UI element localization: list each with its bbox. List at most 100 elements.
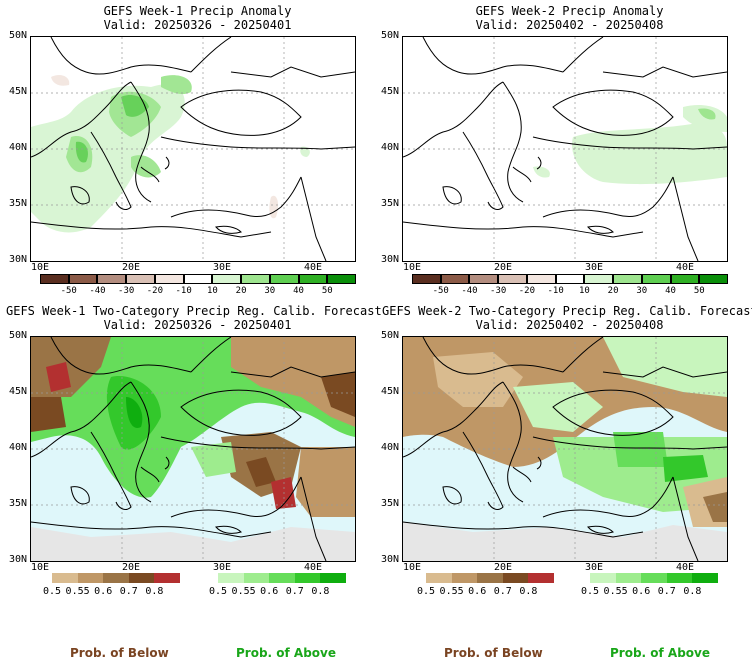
colorbar-swatch	[126, 274, 155, 284]
lat-label: 30N	[380, 254, 399, 265]
coastlines-borders	[31, 37, 355, 261]
colorbar-swatch	[426, 573, 452, 583]
colorbar-tick-label: 40	[293, 286, 304, 296]
colorbar-swatch	[128, 573, 155, 583]
lon-label: 20E	[121, 562, 141, 573]
colorbar-swatch	[412, 274, 441, 284]
colorbar-tick-label: 40	[665, 286, 676, 296]
colorbar-swatch	[40, 274, 69, 284]
lat-label: 35N	[380, 498, 399, 509]
lon-label: 10E	[30, 262, 50, 273]
lon-label: 20E	[493, 262, 513, 273]
colorbar-swatch	[243, 573, 270, 583]
colorbar-swatch	[320, 573, 346, 583]
map-week2-anomaly	[402, 36, 728, 262]
colorbar-tick-label: 0.7	[657, 586, 676, 597]
lat-label: 30N	[8, 554, 27, 565]
colorbar-swatch	[699, 274, 728, 284]
colorbar-tick-label: 0.8	[683, 586, 702, 597]
colorbar-tick-label: 30	[636, 286, 648, 296]
lon-label: 40E	[303, 262, 323, 273]
map-week1-anomaly	[30, 36, 356, 262]
colorbar-tick-label: 50	[693, 286, 705, 296]
lon-label: 20E	[121, 262, 141, 273]
colorbar-tick-label: -10	[175, 286, 192, 296]
colorbar-swatch	[555, 274, 585, 284]
colorbar-tick-label: 0.55	[603, 586, 628, 597]
colorbar-swatch	[97, 274, 127, 284]
panel4-title: GEFS Week-2 Two-Category Precip Reg. Cal…	[382, 304, 752, 318]
coastlines-borders	[403, 337, 727, 561]
graticule	[31, 337, 355, 561]
colorbar-tick-label: 0.8	[519, 586, 538, 597]
colorbar-tick-label: -40	[89, 286, 106, 296]
colorbar-swatch	[641, 274, 671, 284]
colorbar-tick-label: 0.8	[311, 586, 330, 597]
colorbar-swatch	[298, 274, 328, 284]
colorbar-swatch	[451, 573, 478, 583]
lat-label: 50N	[380, 30, 399, 41]
colorbar-tick-label: 20	[235, 286, 247, 296]
colorbar-swatch	[692, 573, 718, 583]
colorbar-swatch	[584, 274, 614, 284]
colorbar-tick-label: 0.55	[231, 586, 256, 597]
colorbar-swatch	[77, 573, 104, 583]
colorbar-tick-label: 0.6	[260, 586, 279, 597]
colorbar-swatch	[52, 573, 78, 583]
lon-label: 10E	[30, 562, 50, 573]
coastlines-borders	[31, 337, 355, 561]
prob-above-colorbar-week1	[218, 573, 346, 583]
lon-label: 30E	[212, 562, 232, 573]
colorbar-tick-label: 0.5	[42, 586, 62, 597]
colorbar-tick-label: 0.8	[145, 586, 164, 597]
lat-label: 50N	[380, 330, 399, 341]
colorbar-tick-label: 0.5	[416, 586, 436, 597]
colorbar-tick-label: 0.6	[94, 586, 113, 597]
colorbar-swatch	[68, 274, 98, 284]
lon-label: 30E	[584, 562, 604, 573]
panel1-valid: Valid: 20250326 - 20250401	[103, 18, 292, 32]
lon-label: 40E	[303, 562, 323, 573]
colorbar-tick-label: 0.7	[493, 586, 512, 597]
colorbar-swatch	[327, 274, 356, 284]
footer-prob-above-week1: Prob. of Above	[236, 646, 337, 660]
colorbar-swatch	[666, 573, 693, 583]
panel1-title: GEFS Week-1 Precip Anomaly	[103, 4, 292, 18]
graticule	[403, 37, 727, 261]
colorbar-swatch	[154, 573, 180, 583]
colorbar-tick-label: 10	[206, 286, 218, 296]
colorbar-tick-label: 0.6	[468, 586, 487, 597]
lat-label: 35N	[380, 198, 399, 209]
colorbar-swatch	[477, 573, 503, 583]
footer-prob-below-week2: Prob. of Below	[444, 646, 543, 660]
colorbar-tick-label: 0.7	[285, 586, 304, 597]
colorbar-swatch	[469, 274, 499, 284]
lat-label: 40N	[380, 142, 399, 153]
colorbar-swatch	[241, 274, 270, 284]
lon-label: 40E	[675, 562, 695, 573]
prob-below-colorbar-week1	[52, 573, 180, 583]
colorbar-swatch	[528, 573, 554, 583]
lat-label: 45N	[8, 86, 27, 97]
colorbar-tick-label: -10	[547, 286, 564, 296]
colorbar-tick-label: -50	[432, 286, 449, 296]
graticule	[403, 337, 727, 561]
lat-label: 45N	[380, 386, 399, 397]
footer-prob-above-week2: Prob. of Above	[610, 646, 711, 660]
lat-label: 45N	[8, 386, 27, 397]
coastlines-borders	[403, 37, 727, 261]
lon-label: 30E	[212, 262, 232, 273]
colorbar-swatch	[103, 573, 129, 583]
panel2-valid: Valid: 20250402 - 20250408	[475, 18, 664, 32]
colorbar-tick-label: -50	[60, 286, 77, 296]
colorbar-swatch	[590, 573, 616, 583]
lat-label: 30N	[8, 254, 27, 265]
colorbar-swatch	[218, 573, 244, 583]
colorbar-tick-label: 0.5	[208, 586, 228, 597]
colorbar-swatch	[440, 274, 470, 284]
colorbar-tick-label: -40	[461, 286, 478, 296]
prob-below-colorbar-week2	[426, 573, 554, 583]
panel4-valid: Valid: 20250402 - 20250408	[475, 318, 664, 332]
footer-prob-below-week1: Prob. of Below	[70, 646, 169, 660]
anomaly-colorbar-week2	[412, 274, 728, 284]
